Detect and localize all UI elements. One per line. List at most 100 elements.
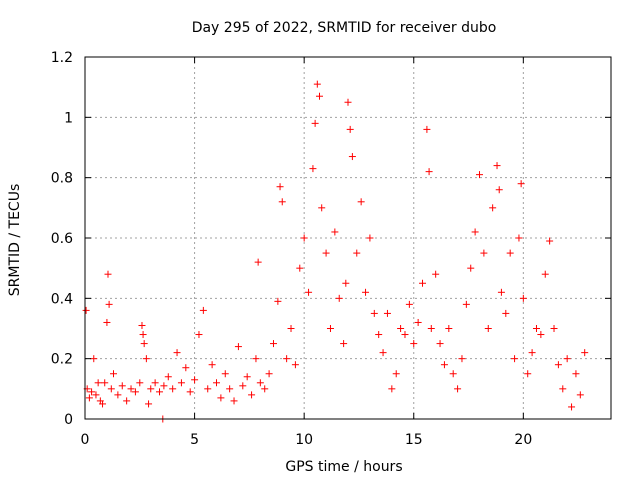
data-point (138, 321, 146, 329)
data-point (142, 355, 150, 363)
x-tick-label: 10 (295, 432, 313, 448)
data-point (195, 331, 203, 339)
data-point (151, 379, 159, 387)
data-point (118, 382, 126, 390)
data-point (331, 228, 339, 236)
data-point (572, 370, 580, 378)
data-point (92, 391, 100, 399)
data-point (186, 388, 194, 396)
data-point (199, 306, 207, 314)
data-point (269, 340, 277, 348)
data-point (261, 385, 269, 393)
data-point (136, 379, 144, 387)
data-point (546, 237, 554, 245)
y-tick-label: 0 (64, 412, 73, 428)
y-tick-label: 0.6 (51, 231, 73, 247)
data-point (104, 270, 112, 278)
data-point (230, 397, 238, 405)
data-point (234, 343, 242, 351)
data-point (147, 385, 155, 393)
data-point (109, 370, 117, 378)
data-point (346, 125, 354, 133)
data-point (316, 92, 324, 100)
x-tick-label: 0 (81, 432, 90, 448)
data-point (217, 394, 225, 402)
data-point (480, 249, 488, 257)
data-point (169, 385, 177, 393)
data-point (388, 385, 396, 393)
data-point (278, 198, 286, 206)
data-point (410, 340, 418, 348)
y-tick-label: 1 (64, 110, 73, 126)
data-point (326, 325, 334, 332)
data-point (445, 325, 453, 332)
grid (85, 57, 611, 419)
data-point (537, 331, 545, 339)
data-point (458, 355, 466, 363)
data-point (182, 364, 190, 372)
data-point (156, 388, 164, 396)
y-tick-label: 0.4 (51, 291, 73, 307)
chart-title: Day 295 of 2022, SRMTID for receiver dub… (192, 20, 497, 36)
data-point (581, 349, 589, 357)
data-point (528, 349, 536, 357)
data-point (559, 385, 567, 393)
data-point (440, 361, 448, 369)
data-point (140, 340, 148, 348)
data-point (497, 288, 505, 296)
data-point (322, 249, 330, 257)
data-point (254, 258, 262, 266)
data-point (493, 162, 501, 170)
data-point (524, 370, 532, 378)
data-point (375, 331, 383, 339)
data-point (362, 288, 370, 296)
data-point (309, 165, 317, 173)
data-point (265, 370, 273, 378)
data-point (515, 234, 523, 242)
data-point (568, 403, 576, 411)
data-point (101, 379, 109, 387)
data-point (541, 270, 549, 278)
data-point (379, 349, 387, 357)
data-point (296, 264, 304, 272)
data-point (532, 325, 540, 332)
data-point (467, 264, 475, 272)
data-point (94, 379, 102, 387)
data-point (274, 297, 282, 305)
data-point (340, 340, 348, 348)
data-point (139, 331, 147, 339)
data-point (291, 361, 299, 369)
x-tick-label: 20 (514, 432, 532, 448)
data-point (300, 234, 308, 242)
data-point (164, 373, 172, 381)
data-point (276, 183, 284, 191)
x-tick-label: 5 (190, 432, 199, 448)
y-tick-label: 0.8 (51, 171, 73, 187)
data-point (576, 391, 584, 399)
data-point (550, 325, 558, 332)
data-point (85, 394, 93, 402)
data-point (348, 153, 356, 161)
data-point (449, 370, 457, 378)
data-point (370, 309, 378, 317)
data-point (517, 180, 525, 188)
x-tick-label: 15 (405, 432, 423, 448)
data-point (287, 325, 295, 332)
data-point (401, 331, 409, 339)
data-point (397, 325, 405, 332)
data-point (366, 234, 374, 242)
data-point (105, 300, 113, 308)
data-point (226, 385, 234, 393)
data-point (88, 388, 96, 396)
data-point (160, 382, 168, 390)
data-point (335, 294, 343, 302)
data-point (127, 385, 135, 393)
data-point (462, 300, 470, 308)
data-point (436, 340, 444, 348)
data-point (283, 355, 291, 363)
data-point (239, 382, 247, 390)
data-point (252, 355, 260, 363)
plot-frame (84, 56, 612, 420)
data-point (471, 228, 479, 236)
